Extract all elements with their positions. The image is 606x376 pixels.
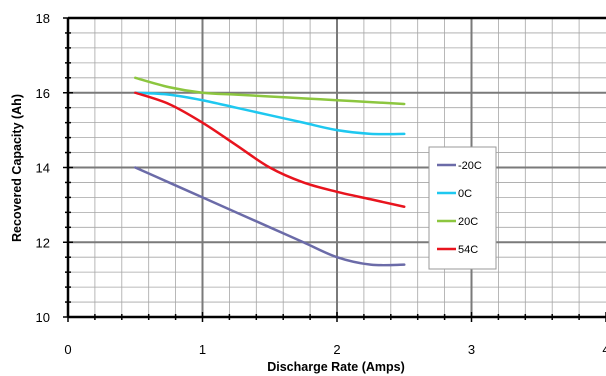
legend-label: 20C [458,216,478,228]
x-tick-label: 4 [602,342,606,357]
axes [63,16,606,322]
series-line-0 [134,166,406,267]
series-line-2 [134,76,406,106]
series-line-3 [134,91,406,208]
y-tick-label: 12 [36,235,50,250]
y-tick-label: 10 [36,310,50,325]
x-tick-label: 0 [64,342,71,357]
grid [68,18,606,317]
x-tick-label: 3 [468,342,475,357]
legend-label: -20C [458,160,482,172]
x-tick-label: 2 [333,342,340,357]
y-tick-label: 14 [36,161,50,176]
legend: -20C 0C 20C 54C [428,146,497,270]
legend-label: 0C [458,188,472,200]
x-tick-label: 1 [199,342,206,357]
tick-labels: 012341012141618 [36,11,606,357]
series-line-1 [134,91,406,136]
series-lines [134,76,406,267]
y-axis-title: Recovered Capacity (Ah) [10,94,24,242]
y-tick-label: 16 [36,86,50,101]
y-tick-label: 18 [36,11,50,26]
x-axis-title: Discharge Rate (Amps) [267,360,405,374]
legend-label: 54C [458,244,478,256]
